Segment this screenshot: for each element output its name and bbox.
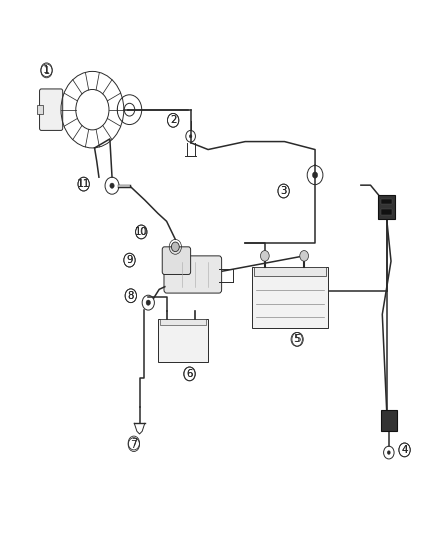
Text: 11: 11 [78,179,90,189]
Bar [381,199,392,204]
Text: 8: 8 [127,290,134,301]
Circle shape [387,450,391,455]
Text: 7: 7 [131,440,137,450]
Circle shape [146,300,150,305]
Text: 6: 6 [186,369,193,379]
Text: 9: 9 [127,255,133,265]
Text: 8: 8 [128,290,134,301]
Text: 1: 1 [43,65,50,75]
Bar [37,106,43,114]
Text: 5: 5 [294,334,301,344]
Text: 3: 3 [281,186,287,196]
Text: 11: 11 [77,179,90,189]
Text: 6: 6 [187,369,193,379]
FancyBboxPatch shape [164,256,222,293]
Circle shape [300,251,308,261]
Circle shape [110,183,114,188]
Circle shape [261,251,269,261]
Bar [378,195,395,219]
Circle shape [312,172,318,178]
Bar [254,266,326,276]
Text: 4: 4 [401,445,408,455]
Bar [159,319,206,325]
FancyBboxPatch shape [162,247,191,274]
Text: 7: 7 [131,438,137,448]
Text: 9: 9 [126,255,133,265]
Text: 2: 2 [170,115,177,125]
Text: 5: 5 [293,334,300,344]
Text: 1: 1 [43,66,49,76]
Bar [381,410,397,431]
Circle shape [189,135,192,138]
Text: 4: 4 [402,445,408,455]
Text: 2: 2 [170,115,176,125]
Bar [381,209,392,215]
FancyBboxPatch shape [39,89,63,131]
Bar [158,319,208,362]
Text: 3: 3 [280,186,287,196]
Circle shape [171,242,179,252]
Text: 10: 10 [135,227,148,237]
Bar [252,266,328,328]
Text: 10: 10 [135,227,148,237]
